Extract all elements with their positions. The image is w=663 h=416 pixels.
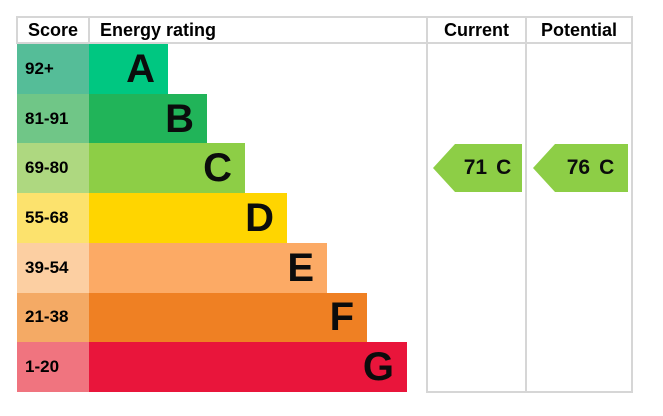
potential-column-divider — [525, 16, 527, 393]
current-rating-value: 71 — [463, 156, 488, 179]
table-bottom-border — [426, 391, 633, 393]
potential-rating-value: 76 — [566, 156, 591, 179]
header-left-border — [16, 16, 18, 44]
current-rating-band: C — [496, 156, 512, 179]
band-rows: 92+ A 81-91 B 69-80 C 55-68 D 39-54 E 21… — [17, 44, 633, 393]
current-header: Current — [443, 20, 509, 40]
band-score-range: 1-20 — [17, 342, 89, 393]
table-top-border — [16, 16, 633, 18]
band-row-e: 39-54 E — [17, 242, 633, 293]
header-bottom-border — [16, 42, 633, 44]
band-bar-g: G — [89, 342, 407, 393]
band-score-range: 21-38 — [17, 292, 89, 343]
table-right-border — [631, 16, 633, 393]
energy-rating-header: Energy rating — [100, 20, 217, 40]
potential-rating-arrow: 76 C — [533, 144, 628, 192]
band-score-range: 92+ — [17, 44, 89, 94]
band-bar-c: C — [89, 143, 245, 194]
band-bar-b: B — [89, 93, 207, 144]
band-row-d: 55-68 D — [17, 193, 633, 243]
band-bar-a: A — [89, 44, 168, 94]
band-score-range: 39-54 — [17, 242, 89, 293]
score-column-divider — [88, 16, 90, 44]
band-score-range: 69-80 — [17, 143, 89, 194]
score-header: Score — [27, 20, 79, 40]
band-score-range: 81-91 — [17, 93, 89, 144]
band-row-a: 92+ A — [17, 44, 633, 94]
band-bar-d: D — [89, 193, 287, 243]
current-rating-arrow: 71 C — [433, 144, 522, 192]
band-row-g: 1-20 G — [17, 342, 633, 393]
band-row-f: 21-38 F — [17, 292, 633, 343]
band-bar-e: E — [89, 242, 327, 293]
potential-rating-band: C — [599, 156, 615, 179]
band-bar-f: F — [89, 292, 367, 343]
potential-header: Potential — [540, 20, 617, 40]
band-row-c: 69-80 C — [17, 143, 633, 194]
band-score-range: 55-68 — [17, 193, 89, 243]
current-column-divider — [426, 16, 428, 393]
band-row-b: 81-91 B — [17, 93, 633, 144]
